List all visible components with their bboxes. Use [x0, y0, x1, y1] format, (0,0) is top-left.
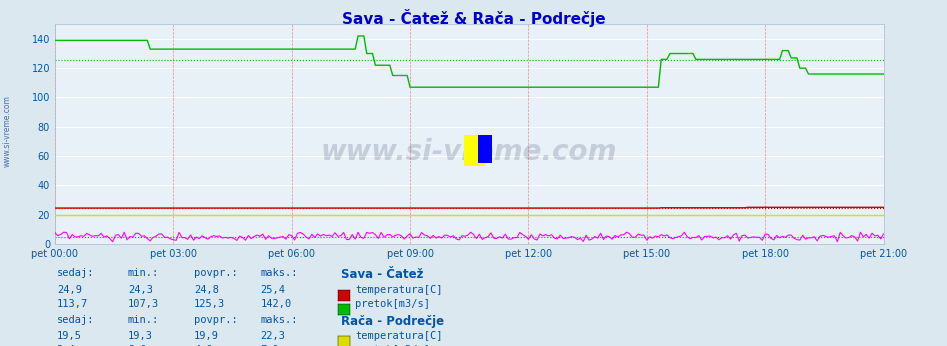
Text: sedaj:: sedaj: [57, 268, 95, 278]
Text: Sava - Čatež & Rača - Podrečje: Sava - Čatež & Rača - Podrečje [342, 9, 605, 27]
Text: www.si-vreme.com: www.si-vreme.com [3, 95, 12, 167]
Text: 113,7: 113,7 [57, 299, 88, 309]
Text: sedaj:: sedaj: [57, 315, 95, 325]
Text: min.:: min.: [128, 268, 159, 278]
Text: maks.:: maks.: [260, 268, 298, 278]
Text: 4,9: 4,9 [194, 345, 213, 346]
Text: min.:: min.: [128, 315, 159, 325]
Text: 24,9: 24,9 [57, 285, 81, 295]
Text: 22,3: 22,3 [260, 331, 285, 342]
Text: 19,5: 19,5 [57, 331, 81, 342]
Text: 107,3: 107,3 [128, 299, 159, 309]
Text: 2,0: 2,0 [128, 345, 147, 346]
Text: maks.:: maks.: [260, 315, 298, 325]
Text: 19,9: 19,9 [194, 331, 219, 342]
Text: pretok[m3/s]: pretok[m3/s] [355, 299, 430, 309]
Text: povpr.:: povpr.: [194, 268, 238, 278]
Text: Sava - Čatež: Sava - Čatež [341, 268, 423, 281]
Text: 7,9: 7,9 [260, 345, 279, 346]
Text: 19,3: 19,3 [128, 331, 152, 342]
Text: pretok[m3/s]: pretok[m3/s] [355, 345, 430, 346]
Text: 24,8: 24,8 [194, 285, 219, 295]
Text: 24,3: 24,3 [128, 285, 152, 295]
Text: 142,0: 142,0 [260, 299, 292, 309]
Text: 3,4: 3,4 [57, 345, 76, 346]
Text: 125,3: 125,3 [194, 299, 225, 309]
Text: Rača - Podrečje: Rača - Podrečje [341, 315, 444, 328]
Text: 25,4: 25,4 [260, 285, 285, 295]
Text: temperatura[C]: temperatura[C] [355, 331, 442, 342]
Text: temperatura[C]: temperatura[C] [355, 285, 442, 295]
Text: povpr.:: povpr.: [194, 315, 238, 325]
Text: www.si-vreme.com: www.si-vreme.com [321, 138, 617, 166]
